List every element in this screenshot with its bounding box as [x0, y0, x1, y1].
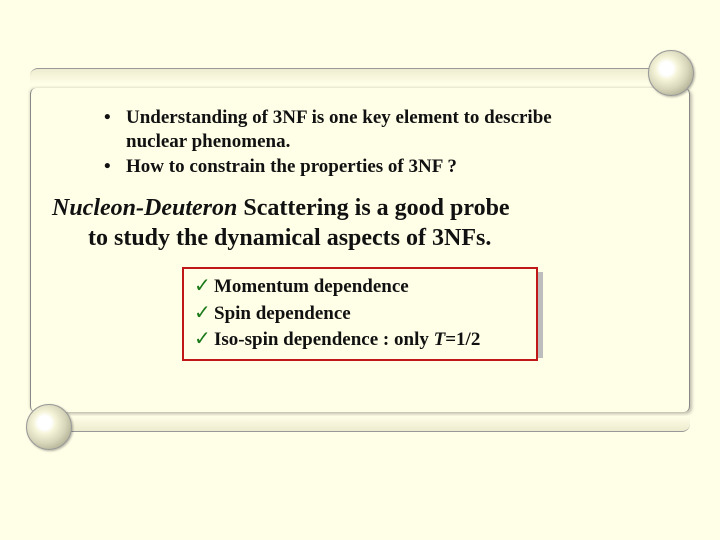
- bullet-1: • Understanding of 3NF is one key elemen…: [104, 106, 672, 130]
- scroll-edge-bottom: [68, 416, 690, 432]
- scroll-panel: • Understanding of 3NF is one key elemen…: [30, 60, 690, 440]
- check-3-text: Iso-spin dependence : only T=1/2: [214, 328, 480, 353]
- scroll-curl-bottom-left-icon: [26, 404, 72, 450]
- bullet-1-line2: nuclear phenomena.: [104, 130, 672, 154]
- bullet-2-text: How to constrain the properties of 3NF ?: [126, 155, 457, 179]
- check-3-T: T: [434, 329, 446, 350]
- headline-rest1: Scattering is a good probe: [237, 195, 509, 221]
- check-box: ✓ Momentum dependence ✓ Spin dependence …: [182, 267, 538, 361]
- headline: Nucleon-Deuteron Scattering is a good pr…: [48, 193, 672, 253]
- headline-line2: to study the dynamical aspects of 3NFs.: [52, 223, 491, 253]
- check-icon: ✓: [194, 273, 214, 299]
- check-box-wrap: ✓ Momentum dependence ✓ Spin dependence …: [182, 267, 538, 361]
- bullet-2: • How to constrain the properties of 3NF…: [104, 155, 672, 179]
- bullet-dot-icon: •: [104, 155, 126, 179]
- check-icon: ✓: [194, 300, 214, 326]
- check-3-post: =1/2: [445, 329, 480, 350]
- check-1-text: Momentum dependence: [214, 275, 409, 300]
- check-icon: ✓: [194, 326, 214, 352]
- check-item-3: ✓ Iso-spin dependence : only T=1/2: [194, 326, 526, 353]
- scroll-edge-top: [30, 68, 652, 84]
- check-2-text: Spin dependence: [214, 302, 351, 327]
- check-item-1: ✓ Momentum dependence: [194, 273, 526, 300]
- check-item-2: ✓ Spin dependence: [194, 300, 526, 327]
- check-3-pre: Iso-spin dependence : only: [214, 329, 434, 350]
- headline-emphasis: Nucleon-Deuteron: [52, 195, 237, 221]
- bullet-list: • Understanding of 3NF is one key elemen…: [48, 106, 672, 179]
- bullet-1-line1: Understanding of 3NF is one key element …: [126, 106, 552, 130]
- bullet-dot-icon: •: [104, 106, 126, 130]
- slide-content: • Understanding of 3NF is one key elemen…: [30, 88, 690, 361]
